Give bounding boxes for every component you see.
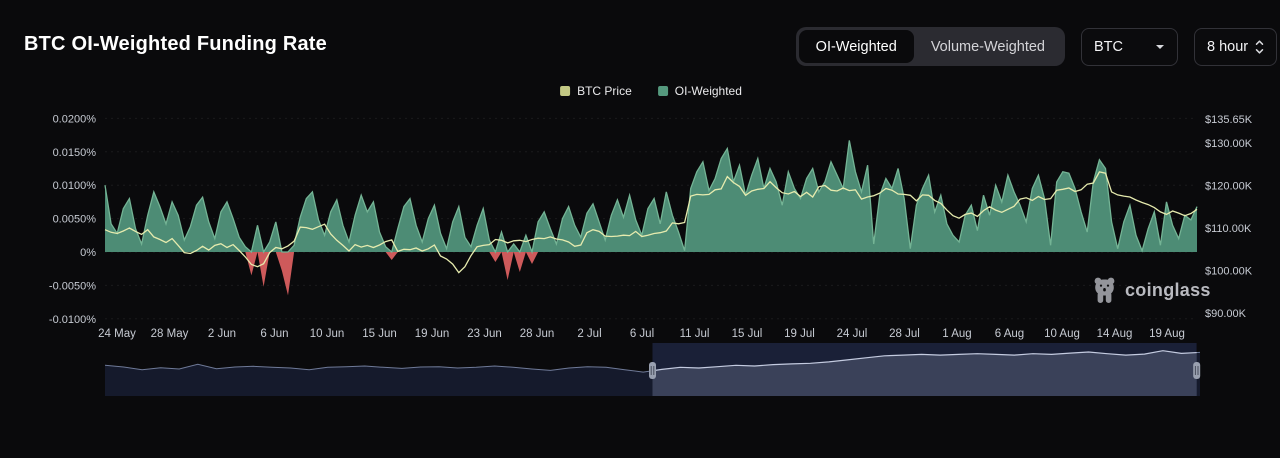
svg-text:0%: 0% — [80, 247, 96, 259]
svg-text:11 Jul: 11 Jul — [680, 328, 710, 340]
svg-text:19 Jun: 19 Jun — [415, 328, 450, 340]
svg-text:-0.0100%: -0.0100% — [49, 314, 96, 326]
svg-text:14 Aug: 14 Aug — [1097, 328, 1133, 340]
chart-series[interactable] — [104, 140, 1198, 296]
coinglass-bear-icon — [1092, 277, 1117, 304]
toggle-oi-weighted[interactable]: OI-Weighted — [798, 30, 914, 63]
svg-text:6 Jul: 6 Jul — [630, 328, 654, 340]
svg-text:15 Jul: 15 Jul — [732, 328, 763, 340]
svg-text:0.0200%: 0.0200% — [53, 113, 97, 125]
svg-text:6 Aug: 6 Aug — [995, 328, 1024, 340]
svg-text:19 Aug: 19 Aug — [1149, 328, 1185, 340]
chart-axis-labels: 0.0200% 0.0150% 0.0100% 0.0050% 0% -0.0050% -0… — [49, 113, 1253, 340]
interval-select[interactable]: 8 hour — [1194, 27, 1277, 66]
svg-text:19 Jul: 19 Jul — [784, 328, 815, 340]
range-navigator[interactable] — [104, 343, 1201, 396]
svg-text:24 May: 24 May — [98, 328, 136, 340]
svg-text:23 Jun: 23 Jun — [467, 328, 502, 340]
navigator-right-handle[interactable] — [1193, 362, 1201, 379]
legend-label-oi-weighted: OI-Weighted — [674, 84, 742, 98]
legend-item-btc-price[interactable]: BTC Price — [560, 84, 632, 98]
oi-weighted-swatch — [657, 86, 668, 96]
svg-text:0.0050%: 0.0050% — [53, 214, 97, 226]
svg-text:24 Jul: 24 Jul — [837, 328, 868, 340]
svg-text:28 May: 28 May — [151, 328, 189, 340]
svg-text:$120.00K: $120.00K — [1205, 181, 1253, 193]
svg-text:0.0100%: 0.0100% — [53, 180, 97, 192]
coinglass-wordmark: coinglass — [1125, 280, 1211, 300]
legend-label-btc-price: BTC Price — [577, 84, 632, 98]
symbol-select[interactable]: BTC — [1081, 27, 1178, 66]
svg-text:10 Jun: 10 Jun — [310, 328, 345, 340]
svg-text:$135.65K: $135.65K — [1205, 114, 1253, 126]
page-title: BTC OI-Weighted Funding Rate — [24, 33, 327, 55]
svg-text:-0.0050%: -0.0050% — [49, 280, 96, 292]
svg-text:$130.00K: $130.00K — [1205, 138, 1253, 150]
svg-text:28 Jul: 28 Jul — [889, 328, 920, 340]
svg-text:$110.00K: $110.00K — [1205, 223, 1252, 235]
symbol-select-value: BTC — [1094, 38, 1123, 55]
svg-text:$90.00K: $90.00K — [1205, 308, 1247, 320]
navigator-left-handle[interactable] — [649, 362, 656, 379]
svg-text:6 Jun: 6 Jun — [260, 328, 288, 340]
svg-text:2 Jun: 2 Jun — [208, 328, 236, 340]
up-down-chevrons-icon — [1255, 39, 1264, 55]
interval-select-value: 8 hour — [1207, 38, 1249, 55]
header-controls: OI-Weighted Volume-Weighted BTC 8 hour — [795, 27, 1277, 66]
svg-text:15 Jun: 15 Jun — [362, 328, 397, 340]
toggle-volume-weighted[interactable]: Volume-Weighted — [914, 30, 1062, 63]
svg-text:$100.00K: $100.00K — [1205, 266, 1253, 278]
svg-text:10 Aug: 10 Aug — [1044, 328, 1080, 340]
weighting-toggle: OI-Weighted Volume-Weighted — [795, 27, 1065, 66]
coinglass-watermark: coinglass — [1092, 277, 1211, 304]
svg-text:0.0150%: 0.0150% — [53, 147, 97, 159]
svg-text:28 Jun: 28 Jun — [520, 328, 555, 340]
legend-item-oi-weighted[interactable]: OI-Weighted — [657, 84, 742, 98]
chevron-down-icon — [1155, 44, 1165, 50]
svg-text:2 Jul: 2 Jul — [577, 328, 601, 340]
svg-text:1 Aug: 1 Aug — [942, 328, 971, 340]
btc-price-swatch — [560, 86, 571, 96]
chart-legend: BTC Price OI-Weighted — [560, 84, 742, 98]
